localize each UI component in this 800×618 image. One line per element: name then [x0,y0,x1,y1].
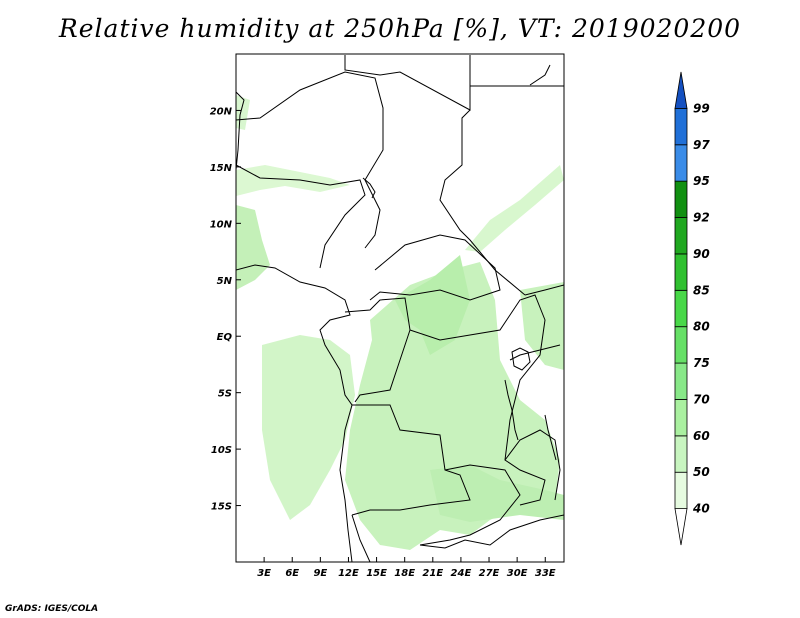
colorbar-level-label: 90 [693,247,710,261]
humidity-region-north [236,95,250,130]
colorbar: 40 50 60 70 75 80 85 90 92 95 97 99 [674,71,710,546]
nile [529,64,551,86]
colorbar-level-label: 40 [692,502,710,516]
map-frame [235,53,565,563]
lon-tick-label: 27E [479,568,500,579]
lon-tick-label: 24E [451,568,472,579]
lake-victoria [511,347,531,371]
colorbar-segment [674,399,688,437]
colorbar-level-label: 92 [693,211,710,225]
colorbar-level-label: 60 [693,429,710,443]
lon-tick-label: 21E [422,568,443,579]
colorbar-level-label: 95 [693,174,710,188]
lat-tick-label: EQ [217,332,233,343]
latitude-axis: 20N 15N 10N 5N EQ 5S 10S 15S [210,106,241,513]
colorbar-level-label: 99 [693,101,710,115]
lat-tick-label: 10S [211,445,232,456]
colorbar-segment [674,326,688,364]
border-car [369,234,501,301]
humidity-region-west [236,165,350,196]
colorbar-min-triangle [674,508,688,546]
colorbar-segment [674,435,688,473]
border-south [351,514,564,562]
credit-label: GrADS: IGES/COLA [5,604,99,614]
colorbar-segment [674,144,688,182]
lon-tick-label: 33E [535,568,556,579]
colorbar-level-label: 85 [693,283,710,297]
colorbar-segment [674,362,688,400]
humidity-region-congo [395,255,470,355]
lat-tick-label: 20N [210,106,233,117]
humidity-region-east [520,282,564,370]
border-north [236,71,384,249]
colorbar-max-triangle [674,71,688,109]
colorbar-segment [674,180,688,218]
border-west-africa [236,164,366,269]
lake-chad [362,177,376,199]
lon-tick-label: 12E [338,568,359,579]
lat-tick-label: 10N [210,219,233,230]
humidity-shading [236,95,564,550]
humidity-region-westcoast [236,205,270,290]
colorbar-segment [674,107,688,146]
colorbar-level-label: 50 [693,465,710,479]
humidity-region-southwest [262,335,355,520]
border-drc [409,294,546,506]
lon-tick-label: 18E [394,568,415,579]
humidity-region-central [345,262,560,550]
lon-tick-label: 15E [366,568,387,579]
coastline [236,91,353,562]
lake-malawi [544,414,557,461]
lon-tick-label: 3E [257,568,271,579]
lake-tanganyika [504,379,519,441]
longitude-axis: 3E 6E 9E 12E 15E 18E 21E 24E 27E 30E 33E [257,557,556,579]
border-zambia [419,464,521,546]
colorbar-segment [674,253,688,291]
colorbar-level-label: 97 [693,138,710,152]
colorbar-segment [674,217,688,255]
lon-tick-label: 6E [285,568,299,579]
lat-tick-label: 5S [218,389,232,400]
lon-tick-label: 9E [313,568,327,579]
lat-tick-label: 15S [211,502,232,513]
colorbar-segment [674,289,688,328]
border-libya [344,55,471,111]
humidity-region-band [465,165,564,252]
map-title: Relative humidity at 250hPa [%], VT: 201… [58,14,742,43]
country-borders [236,55,564,562]
humidity-region-southeast [430,465,564,522]
colorbar-level-label: 75 [693,356,710,370]
border-angola [351,404,471,516]
colorbar-level-label: 80 [693,320,710,334]
lat-tick-label: 5N [217,276,233,287]
border-east [504,284,564,501]
lon-tick-label: 30E [507,568,528,579]
colorbar-level-label: 70 [693,392,710,406]
colorbar-segment [674,471,688,510]
lat-tick-label: 15N [210,163,233,174]
